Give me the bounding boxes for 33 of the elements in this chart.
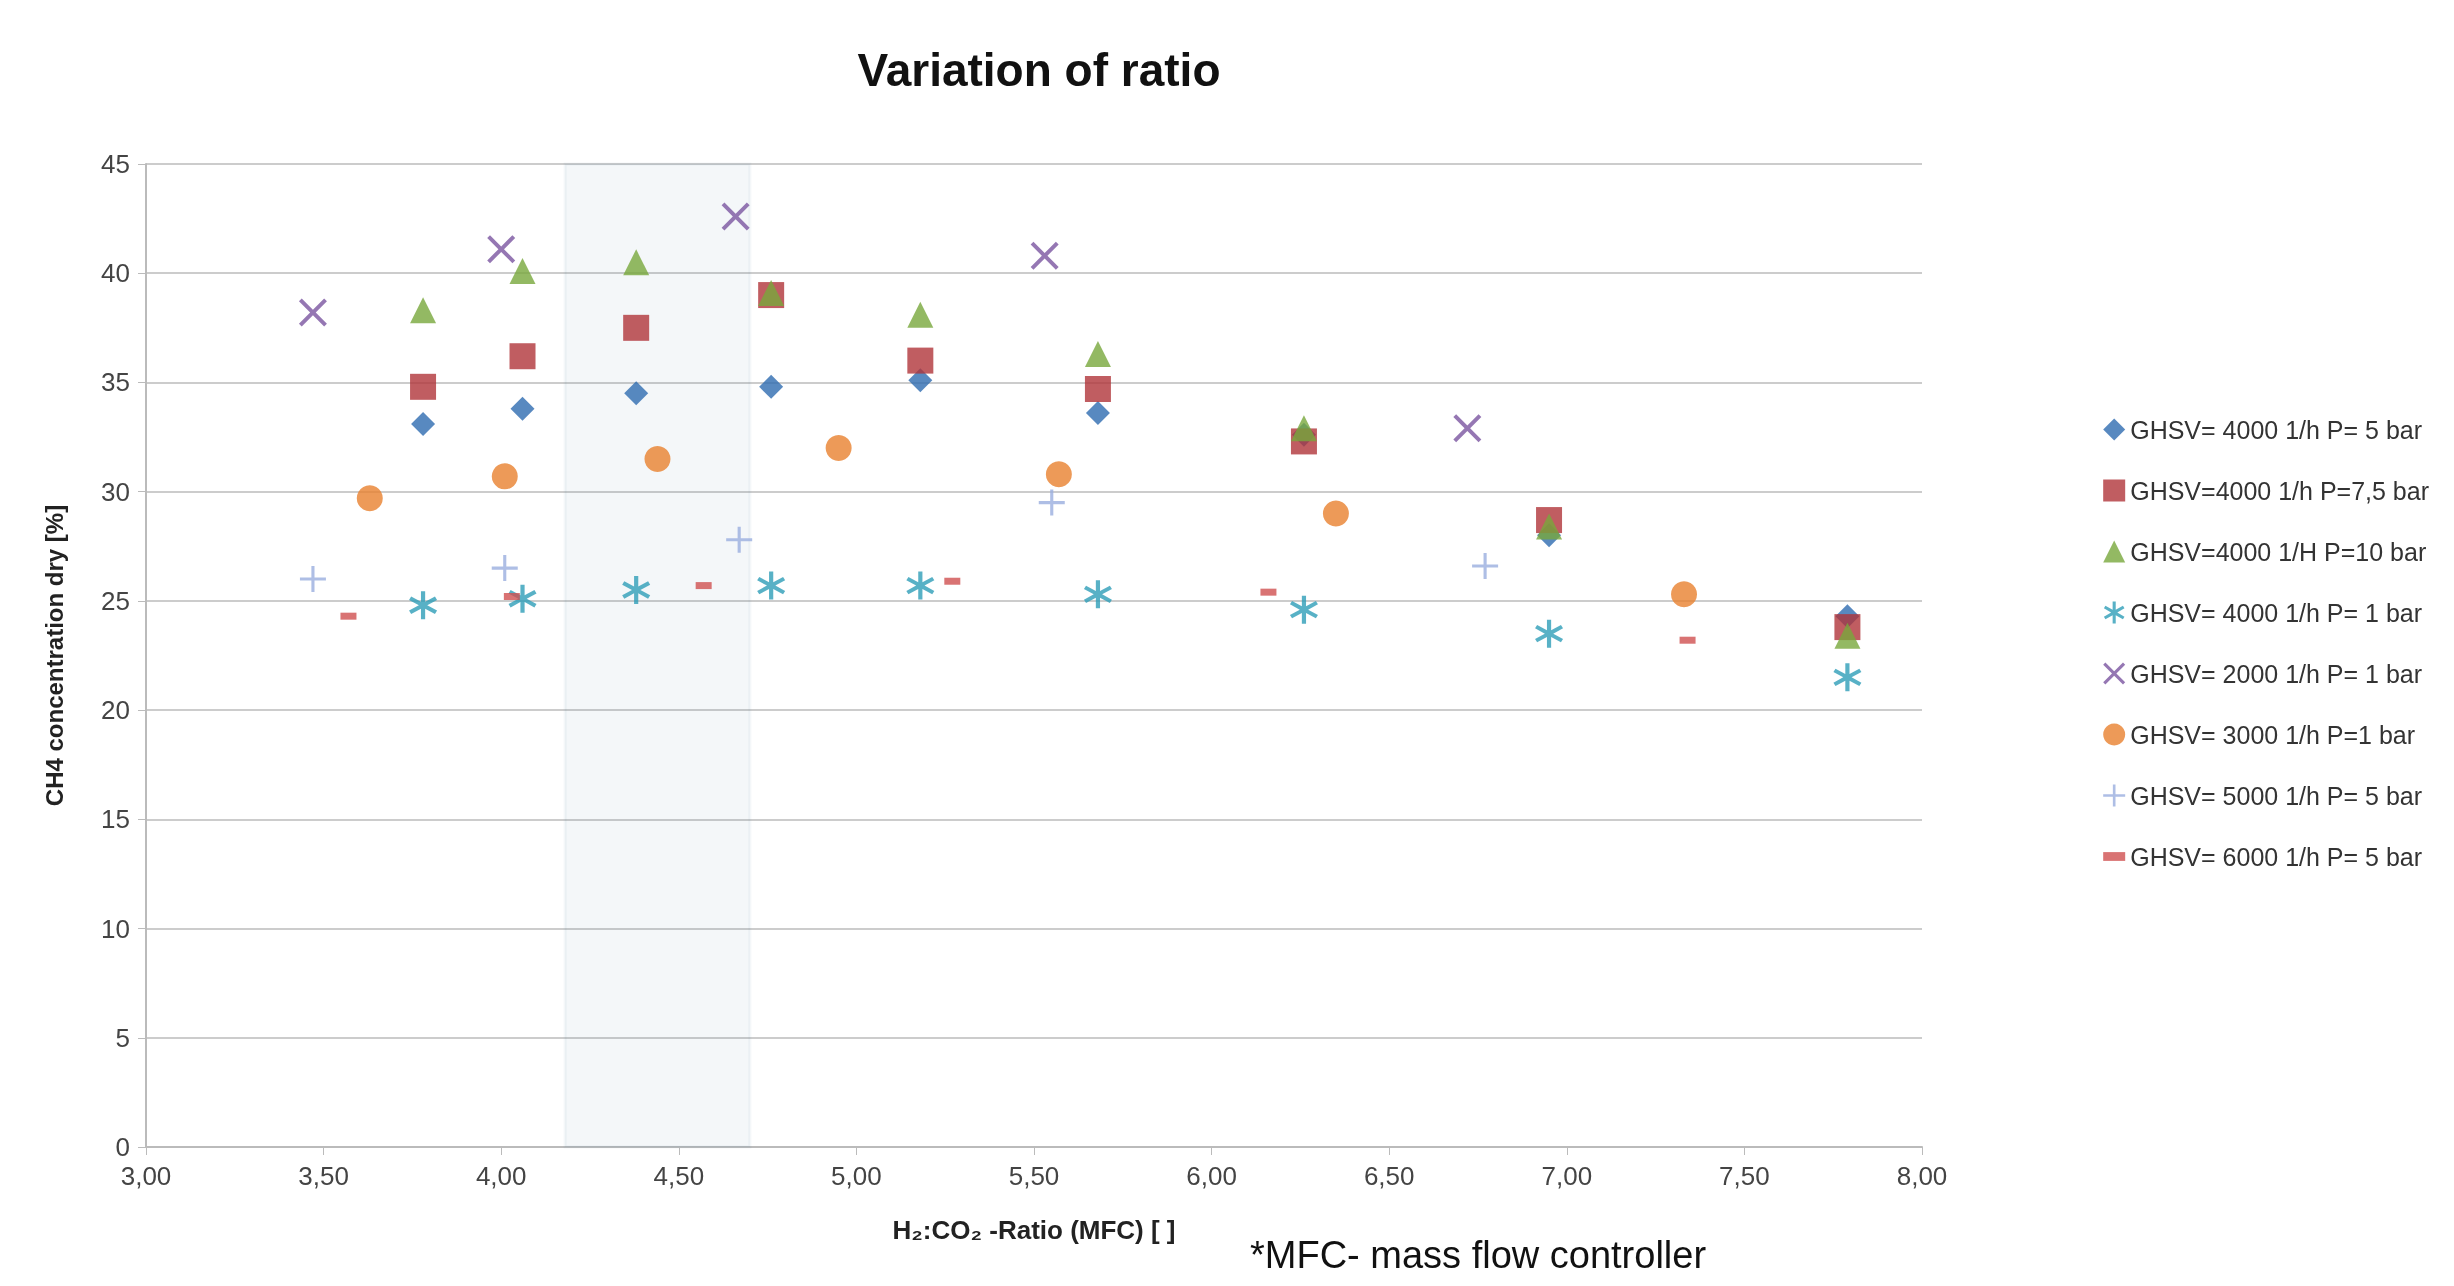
- y-tick-label: 10: [101, 913, 130, 944]
- x-tick-label: 3,50: [298, 1161, 349, 1191]
- x-tick-label: 3,00: [120, 1161, 172, 1191]
- x-tick-label: 5,50: [1008, 1161, 1060, 1191]
- x-tick-label: 4,00: [475, 1161, 527, 1191]
- legend-label: GHSV= 6000 1/h P= 5 bar: [2130, 842, 2423, 871]
- legend-label: GHSV= 4000 1/h P= 1 bar: [2130, 598, 2423, 627]
- x-tick-label: 4,50: [653, 1161, 705, 1191]
- x-tick-label: 6,00: [1186, 1161, 1237, 1191]
- y-tick-label: 30: [101, 476, 130, 507]
- x-tick-label: 8,00: [1896, 1161, 1948, 1191]
- chart-title: Variation of ratio: [857, 44, 1221, 96]
- legend-label: GHSV= 2000 1/h P= 1 bar: [2130, 659, 2423, 688]
- x-tick-label: 5,00: [831, 1161, 882, 1191]
- y-tick-label: 5: [115, 1022, 130, 1053]
- y-axis-title: CH4 concentration dry [%]: [40, 504, 68, 807]
- y-tick-label: 40: [101, 258, 130, 289]
- legend-label: GHSV= 4000 1/h P= 5 bar: [2130, 415, 2423, 444]
- y-tick-label: 0: [115, 1132, 130, 1162]
- y-tick-label: 35: [101, 367, 130, 398]
- y-tick-label: 20: [101, 695, 130, 726]
- x-tick-label: 7,50: [1719, 1161, 1770, 1191]
- x-axis-title: H₂:CO₂ -Ratio (MFC) [ ]: [892, 1215, 1176, 1245]
- x-tick-label: 7,00: [1541, 1161, 1593, 1191]
- y-tick-label: 25: [101, 585, 130, 616]
- y-tick-label: 45: [101, 149, 130, 179]
- x-tick-label: 6,50: [1363, 1161, 1415, 1191]
- legend-label: GHSV=4000 1/H P=10 bar: [2130, 537, 2427, 566]
- legend-label: GHSV=4000 1/h P=7,5 bar: [2130, 476, 2430, 505]
- text: *MFC- mass flow controller: [1250, 1234, 1707, 1276]
- legend-label: GHSV= 3000 1/h P=1 bar: [2130, 720, 2416, 749]
- legend-label: GHSV= 5000 1/h P= 5 bar: [2130, 781, 2423, 810]
- y-tick-label: 15: [101, 804, 130, 835]
